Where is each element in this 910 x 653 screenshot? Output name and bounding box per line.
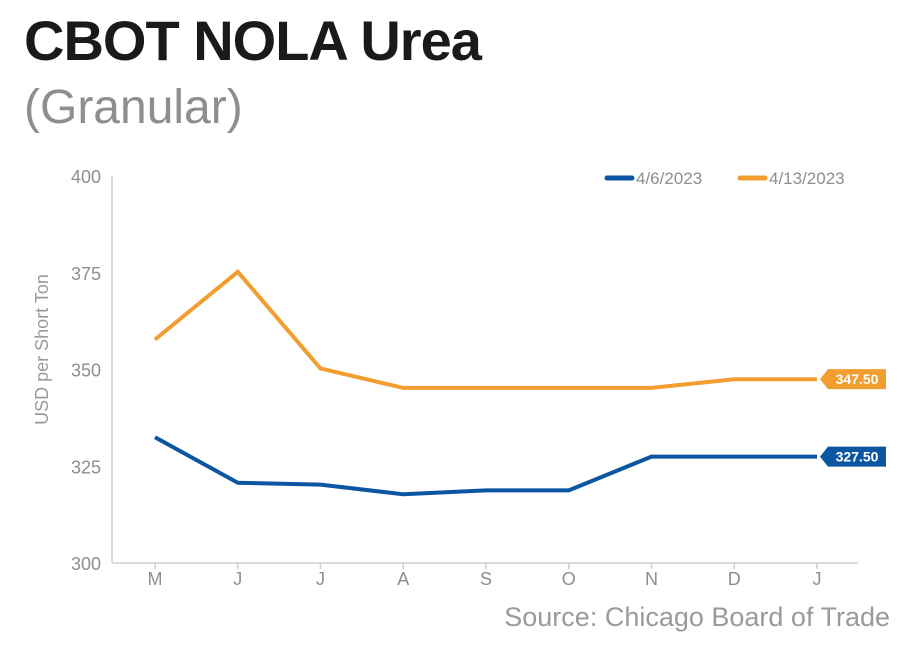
y-tick-label: 375 (71, 264, 101, 284)
end-value-tag (820, 446, 886, 467)
y-tick-label: 325 (71, 457, 101, 477)
y-tick-label: 350 (71, 361, 101, 381)
x-tick-label: S (480, 569, 492, 589)
series-line-1 (154, 435, 817, 497)
x-tick-label: N (645, 569, 658, 589)
y-axis-label: USD per Short Ton (32, 274, 52, 425)
x-tick-label: O (562, 569, 576, 589)
x-tick-label: M (148, 569, 163, 589)
end-value-label: 347.50 (836, 371, 879, 387)
legend-label: 4/6/2023 (636, 169, 702, 188)
x-tick-label: J (813, 569, 822, 589)
y-tick-label: 300 (71, 554, 101, 574)
x-tick-label: J (316, 569, 325, 589)
x-tick-label: D (728, 569, 741, 589)
source-note: Source: Chicago Board of Trade (504, 602, 890, 632)
y-tick-label: 400 (71, 167, 101, 187)
end-value-label: 327.50 (836, 449, 879, 465)
legend-label: 4/13/2023 (769, 169, 845, 188)
end-value-tag (820, 369, 886, 390)
series-line-2 (153, 269, 817, 390)
chart-subtitle: (Granular) (24, 81, 243, 134)
x-tick-label: A (397, 569, 409, 589)
chart-title: CBOT NOLA Urea (24, 9, 482, 72)
x-tick-label: J (233, 569, 242, 589)
